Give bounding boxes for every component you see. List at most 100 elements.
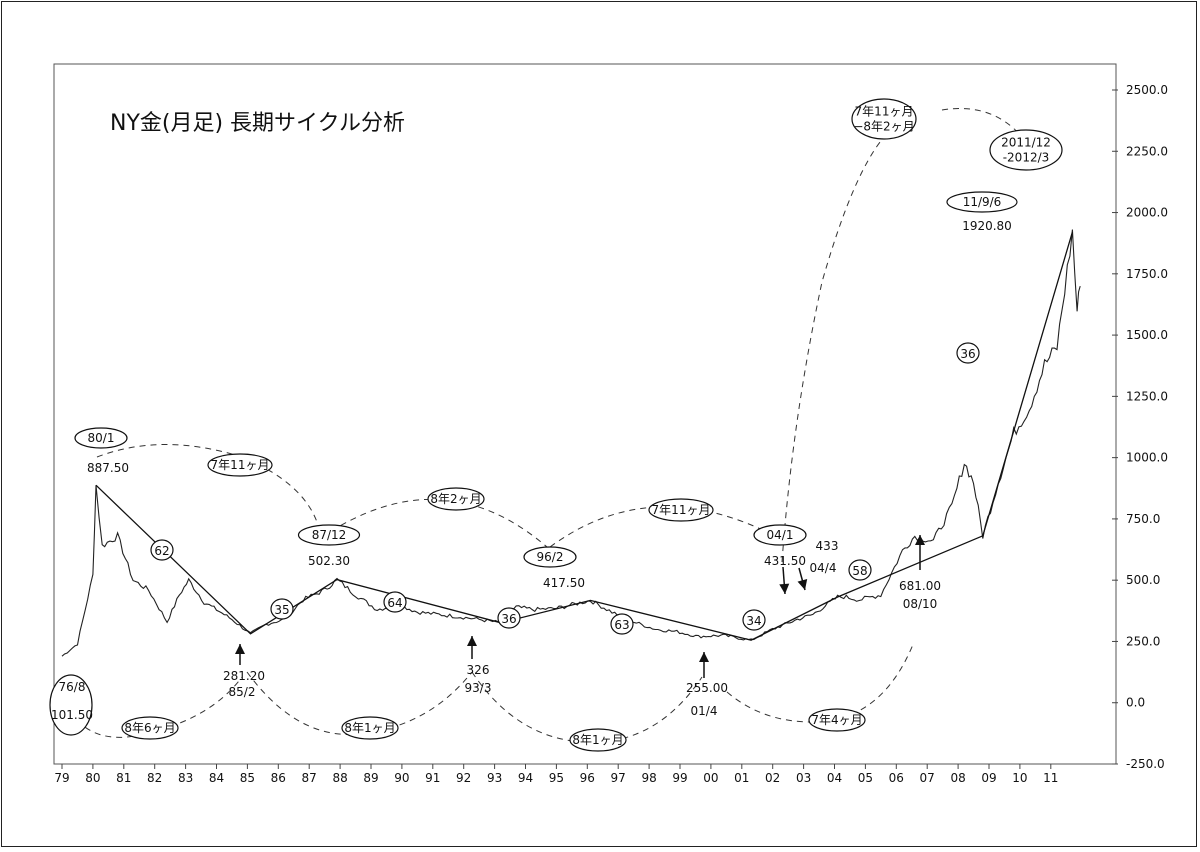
annotations: 7年11ヶ月8年2ヶ月7年11ヶ月7年11ヶ月−8年2ヶ月2011/12-201…	[49, 98, 1063, 752]
y-tick-label: 1250.0	[1126, 389, 1168, 403]
extremum-value: 887.50	[87, 461, 129, 475]
segment-count-circle	[848, 559, 872, 581]
y-tick-label: 2000.0	[1126, 206, 1168, 220]
cycle-label-ellipse	[569, 728, 627, 752]
y-tick-label: 750.0	[1126, 512, 1160, 526]
extremum-date: 96/2	[537, 550, 564, 564]
segment-count: 64	[387, 596, 402, 610]
extremum-value: 326	[467, 663, 490, 677]
x-tick-label: 90	[394, 771, 409, 785]
extremum-ellipse	[946, 191, 1018, 213]
cycle-label: 7年4ヶ月	[811, 713, 862, 727]
cycle-label-ellipse	[341, 716, 399, 740]
y-axis: 2500.0 2250.0 2000.0 1750.0 1500.0 1250.0 1000…	[1112, 83, 1168, 771]
extremum-date: 85/2	[229, 685, 256, 699]
x-tick-label: 86	[271, 771, 286, 785]
x-tick-label: 09	[981, 771, 996, 785]
cycle-label: −8年2ヶ月	[853, 120, 914, 134]
cycle-label: 7年11ヶ月	[211, 458, 270, 472]
x-tick-label: 87	[302, 771, 317, 785]
y-tick-label: 2500.0	[1126, 83, 1168, 97]
x-tick-label: 04	[827, 771, 842, 785]
cycle-label-ellipse	[851, 98, 917, 140]
cycle-label-ellipse	[989, 129, 1063, 171]
arrow-head	[699, 652, 709, 662]
segment-count: 62	[154, 544, 169, 558]
x-axis: 79 80 81 82 83 84 85 86 87 88 89 90 91 92 93 94 95 96 97 98…	[54, 764, 1058, 785]
extremum-date: 80/1	[88, 431, 115, 445]
x-tick-label: 91	[425, 771, 440, 785]
extremum-value: 281.20	[223, 669, 265, 683]
extremum-date: 87/12	[312, 528, 347, 542]
extremum-date: 04/4	[810, 561, 837, 575]
x-tick-label: 93	[487, 771, 502, 785]
extremum-ellipse	[49, 674, 93, 736]
x-tick-label: 85	[240, 771, 255, 785]
extremum-date: 93/3	[465, 681, 492, 695]
x-tick-label: 80	[85, 771, 100, 785]
segment-count-circle	[610, 613, 634, 635]
price-line	[61, 229, 1081, 657]
cycle-label: 8年6ヶ月	[124, 721, 175, 735]
cycle-label-ellipse	[121, 716, 179, 740]
cycle-arc	[781, 121, 903, 563]
arrow-head	[915, 535, 925, 545]
y-tick-label: 1750.0	[1126, 267, 1168, 281]
cycle-label-ellipse	[808, 708, 866, 732]
segment-count-circle	[956, 342, 980, 364]
extremum-date: 08/10	[903, 597, 938, 611]
x-tick-label: 92	[456, 771, 471, 785]
segment-count-circle	[497, 607, 521, 629]
x-tick-label: 84	[209, 771, 224, 785]
segment-count: 63	[614, 618, 629, 632]
x-tick-label: 05	[858, 771, 873, 785]
segment-count: 35	[274, 603, 289, 617]
x-tick-label: 10	[1012, 771, 1027, 785]
x-tick-label: 82	[147, 771, 162, 785]
cycle-label: 8年1ヶ月	[344, 721, 395, 735]
arrow-head	[235, 644, 245, 654]
segment-count: 36	[960, 347, 975, 361]
y-tick-label: -250.0	[1126, 757, 1165, 771]
extremum-value: 1920.80	[962, 219, 1012, 233]
x-tick-label: 00	[703, 771, 718, 785]
y-tick-label: 2250.0	[1126, 144, 1168, 158]
x-tick-label: 07	[920, 771, 935, 785]
extremum-value: 101.50	[51, 708, 93, 722]
x-tick-label: 06	[889, 771, 904, 785]
segment-count: 34	[746, 614, 761, 628]
segment-count: 58	[852, 564, 867, 578]
x-tick-label: 97	[611, 771, 626, 785]
x-tick-label: 03	[796, 771, 811, 785]
extremum-date: 11/9/6	[963, 195, 1002, 209]
extremum-ellipse	[297, 524, 361, 546]
extremum-ellipse	[753, 524, 807, 546]
y-tick-label: 1000.0	[1126, 451, 1168, 465]
cycle-label-ellipse	[427, 487, 485, 511]
x-tick-label: 08	[950, 771, 965, 785]
segment-count: 36	[501, 612, 516, 626]
arrow-head	[467, 636, 477, 646]
cycle-label: 7年11ヶ月	[855, 105, 914, 119]
extremum-value: 681.00	[899, 579, 941, 593]
cycle-label: 2011/12	[1001, 136, 1051, 150]
cycle-label: -2012/3	[1003, 151, 1050, 165]
price-series	[61, 229, 1081, 657]
x-tick-label: 83	[178, 771, 193, 785]
extremum-ellipse	[74, 427, 128, 449]
extremum-value: 433	[816, 539, 839, 553]
cycle-arc	[96, 444, 318, 523]
cycle-label: 8年2ヶ月	[430, 492, 481, 506]
segment-count-circle	[742, 609, 766, 631]
cycle-arcs	[76, 108, 1023, 743]
cycle-label: 8年1ヶ月	[572, 733, 623, 747]
segment-count-circle	[150, 539, 174, 561]
cycle-label-ellipse	[648, 498, 714, 522]
arrow-head	[797, 579, 808, 590]
segment-count-circle	[270, 598, 294, 620]
x-tick-label: 79	[54, 771, 69, 785]
cycle-label: 7年11ヶ月	[652, 503, 711, 517]
arrow-head	[779, 583, 790, 594]
